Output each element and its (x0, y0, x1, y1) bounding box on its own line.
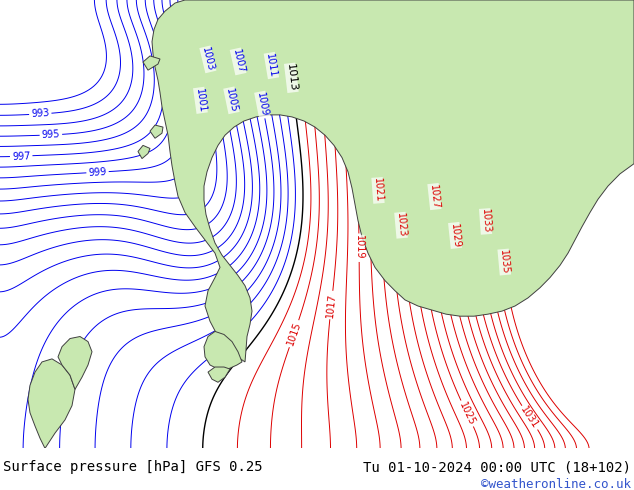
Polygon shape (208, 367, 230, 382)
Polygon shape (138, 146, 150, 159)
Text: 1023: 1023 (395, 213, 407, 238)
Text: 1019: 1019 (354, 235, 364, 260)
Polygon shape (152, 0, 634, 362)
Text: 1003: 1003 (200, 46, 216, 73)
Text: 1017: 1017 (325, 292, 337, 318)
Text: 1021: 1021 (372, 178, 384, 203)
Text: 1009: 1009 (255, 92, 269, 118)
Text: 1027: 1027 (428, 184, 441, 209)
Text: 1005: 1005 (224, 87, 239, 113)
Text: 1025: 1025 (457, 400, 477, 427)
Text: 1015: 1015 (285, 320, 303, 347)
Text: 993: 993 (31, 108, 49, 120)
Text: 1029: 1029 (449, 222, 462, 248)
Text: 1035: 1035 (498, 249, 510, 275)
Text: ©weatheronline.co.uk: ©weatheronline.co.uk (481, 478, 631, 490)
Text: Tu 01-10-2024 00:00 UTC (18+102): Tu 01-10-2024 00:00 UTC (18+102) (363, 460, 631, 474)
Text: 1033: 1033 (480, 209, 491, 234)
Polygon shape (150, 125, 163, 138)
Text: 1013: 1013 (285, 63, 298, 92)
Polygon shape (204, 331, 242, 369)
Text: 1001: 1001 (194, 88, 207, 113)
Text: 1031: 1031 (519, 405, 541, 431)
Text: 999: 999 (88, 167, 107, 178)
Text: Surface pressure [hPa] GFS 0.25: Surface pressure [hPa] GFS 0.25 (3, 460, 262, 474)
Polygon shape (28, 359, 75, 448)
Polygon shape (143, 56, 160, 70)
Text: 1007: 1007 (231, 49, 245, 74)
Polygon shape (58, 337, 92, 390)
Text: 997: 997 (12, 151, 30, 162)
Text: 1011: 1011 (264, 52, 278, 78)
Text: 995: 995 (41, 129, 60, 140)
